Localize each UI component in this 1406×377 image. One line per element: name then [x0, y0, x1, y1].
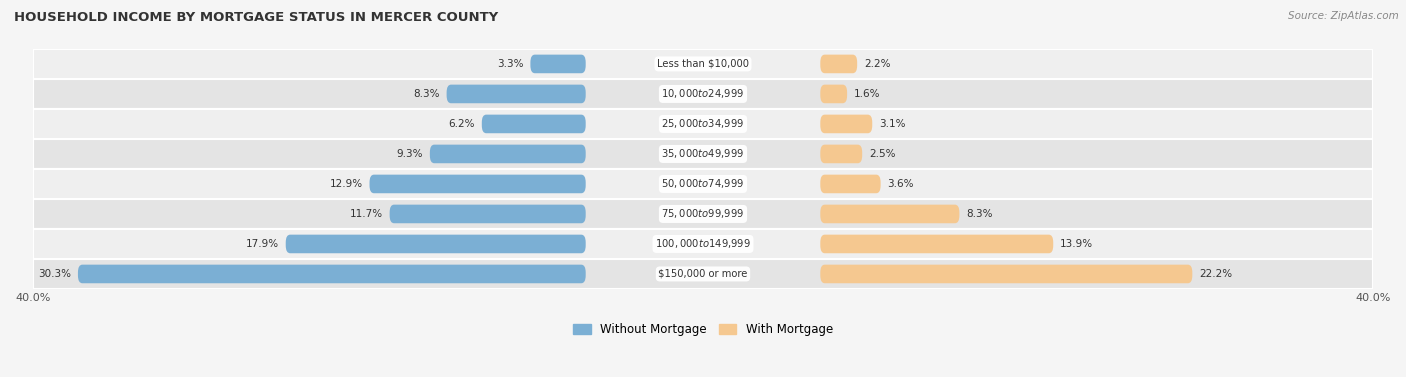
FancyBboxPatch shape — [530, 55, 586, 73]
Text: 8.3%: 8.3% — [966, 209, 993, 219]
Text: $100,000 to $149,999: $100,000 to $149,999 — [655, 238, 751, 250]
FancyBboxPatch shape — [820, 55, 858, 73]
Text: HOUSEHOLD INCOME BY MORTGAGE STATUS IN MERCER COUNTY: HOUSEHOLD INCOME BY MORTGAGE STATUS IN M… — [14, 11, 498, 24]
FancyBboxPatch shape — [32, 139, 1374, 169]
FancyBboxPatch shape — [820, 115, 872, 133]
Text: 3.1%: 3.1% — [879, 119, 905, 129]
Text: 6.2%: 6.2% — [449, 119, 475, 129]
Text: Less than $10,000: Less than $10,000 — [657, 59, 749, 69]
FancyBboxPatch shape — [430, 145, 586, 163]
Text: 30.3%: 30.3% — [38, 269, 72, 279]
FancyBboxPatch shape — [447, 84, 586, 103]
FancyBboxPatch shape — [370, 175, 586, 193]
FancyBboxPatch shape — [820, 175, 880, 193]
Text: Source: ZipAtlas.com: Source: ZipAtlas.com — [1288, 11, 1399, 21]
Text: 3.6%: 3.6% — [887, 179, 914, 189]
Text: 1.6%: 1.6% — [853, 89, 880, 99]
Text: $25,000 to $34,999: $25,000 to $34,999 — [661, 118, 745, 130]
FancyBboxPatch shape — [820, 265, 1192, 283]
FancyBboxPatch shape — [32, 229, 1374, 259]
Text: 8.3%: 8.3% — [413, 89, 440, 99]
Text: 17.9%: 17.9% — [246, 239, 278, 249]
FancyBboxPatch shape — [77, 265, 586, 283]
Text: 11.7%: 11.7% — [350, 209, 382, 219]
FancyBboxPatch shape — [32, 259, 1374, 289]
Text: 9.3%: 9.3% — [396, 149, 423, 159]
FancyBboxPatch shape — [820, 145, 862, 163]
Legend: Without Mortgage, With Mortgage: Without Mortgage, With Mortgage — [574, 323, 832, 336]
Text: $150,000 or more: $150,000 or more — [658, 269, 748, 279]
FancyBboxPatch shape — [820, 234, 1053, 253]
FancyBboxPatch shape — [389, 205, 586, 223]
Text: $10,000 to $24,999: $10,000 to $24,999 — [661, 87, 745, 100]
FancyBboxPatch shape — [820, 84, 848, 103]
Text: $35,000 to $49,999: $35,000 to $49,999 — [661, 147, 745, 161]
FancyBboxPatch shape — [285, 234, 586, 253]
FancyBboxPatch shape — [32, 199, 1374, 229]
FancyBboxPatch shape — [32, 109, 1374, 139]
Text: $75,000 to $99,999: $75,000 to $99,999 — [661, 207, 745, 221]
Text: 2.2%: 2.2% — [863, 59, 890, 69]
Text: 12.9%: 12.9% — [329, 179, 363, 189]
Text: 22.2%: 22.2% — [1199, 269, 1232, 279]
FancyBboxPatch shape — [820, 205, 959, 223]
Text: $50,000 to $74,999: $50,000 to $74,999 — [661, 178, 745, 190]
Text: 13.9%: 13.9% — [1060, 239, 1092, 249]
Text: 3.3%: 3.3% — [498, 59, 523, 69]
FancyBboxPatch shape — [32, 79, 1374, 109]
FancyBboxPatch shape — [32, 49, 1374, 79]
FancyBboxPatch shape — [32, 169, 1374, 199]
FancyBboxPatch shape — [482, 115, 586, 133]
Text: 2.5%: 2.5% — [869, 149, 896, 159]
